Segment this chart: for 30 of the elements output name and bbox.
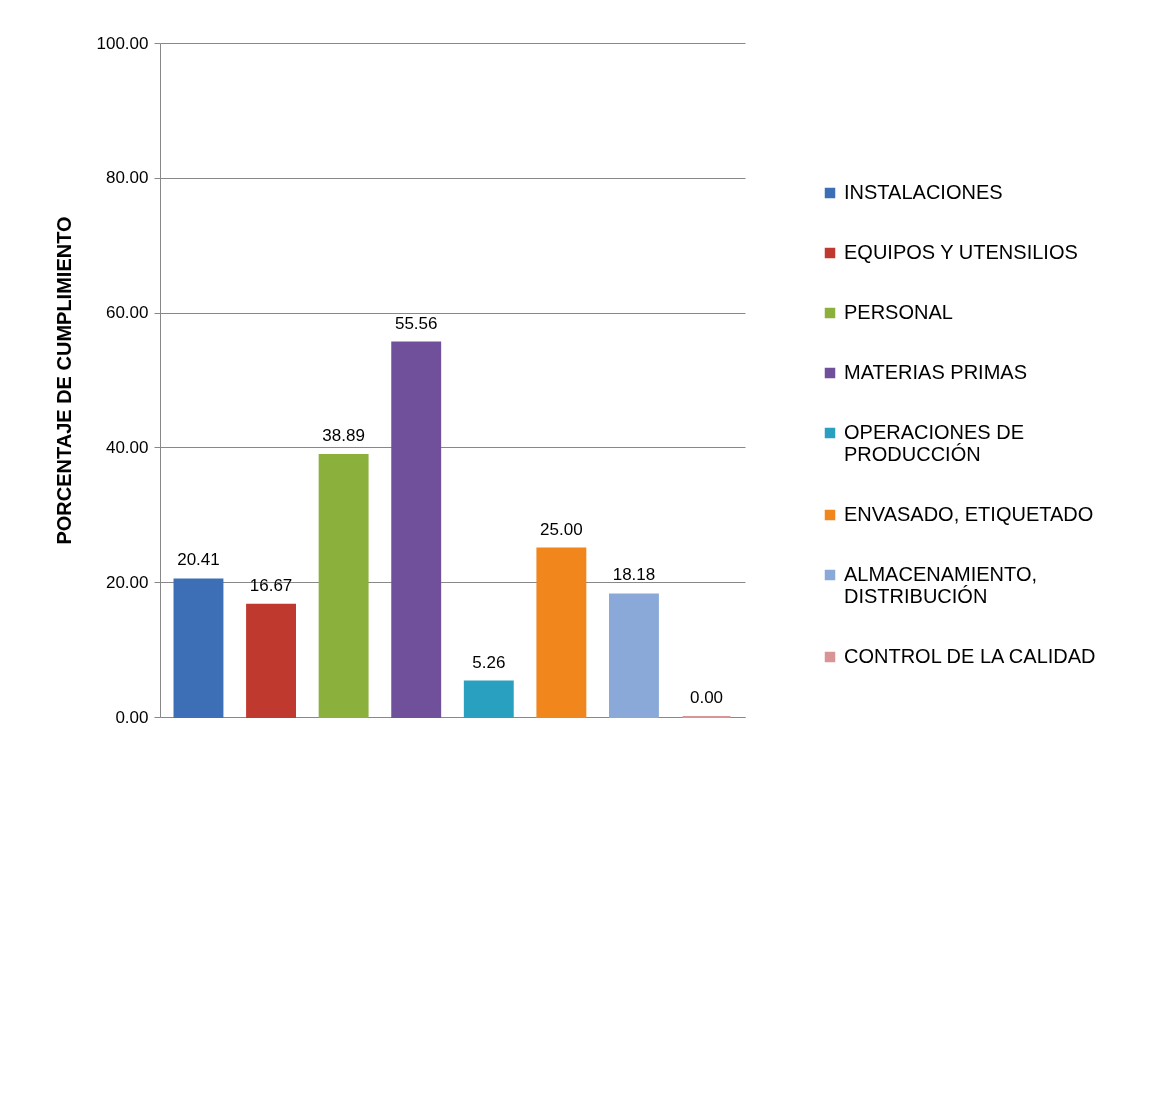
legend-label: MATERIAS PRIMAS bbox=[844, 361, 1027, 383]
legend-label: EQUIPOS Y UTENSILIOS bbox=[844, 241, 1078, 263]
bar bbox=[246, 603, 296, 718]
data-label: 5.26 bbox=[472, 652, 506, 672]
legend-label: PERSONAL bbox=[844, 301, 953, 323]
data-label: 25.00 bbox=[540, 519, 583, 539]
y-tick-label: 0.00 bbox=[115, 707, 149, 727]
y-tick-label: 80.00 bbox=[105, 168, 149, 188]
y-tick-label: 60.00 bbox=[105, 303, 149, 323]
legend-label: CONTROL DE LA CALIDAD bbox=[844, 645, 1096, 667]
bar bbox=[391, 341, 442, 718]
legend-label: ALMACENAMIENTO, DISTRIBUCIÓN bbox=[844, 563, 1037, 607]
y-tick-label: 20.00 bbox=[105, 572, 149, 592]
y-tick-label: 100.00 bbox=[96, 33, 149, 53]
data-label: 18.18 bbox=[612, 565, 656, 585]
bar bbox=[318, 453, 369, 718]
y-tick-label: 40.00 bbox=[105, 437, 149, 457]
y-axis-title: PORCENTAJE DE CUMPLIMIENTO bbox=[52, 216, 75, 545]
bar bbox=[609, 593, 659, 718]
data-label: 20.41 bbox=[177, 550, 220, 570]
legend-label: ENVASADO, ETIQUETADO bbox=[844, 503, 1094, 525]
bar bbox=[536, 547, 587, 718]
bar bbox=[173, 578, 224, 718]
data-label: 16.67 bbox=[249, 575, 293, 595]
legend-label: OPERACIONES DE PRODUCCIÓN bbox=[844, 421, 1025, 465]
bar bbox=[463, 680, 514, 718]
data-label: 0.00 bbox=[689, 688, 724, 707]
legend-label: INSTALACIONES bbox=[844, 181, 1003, 203]
data-label: 55.56 bbox=[394, 313, 438, 333]
data-label: 38.89 bbox=[322, 425, 365, 445]
